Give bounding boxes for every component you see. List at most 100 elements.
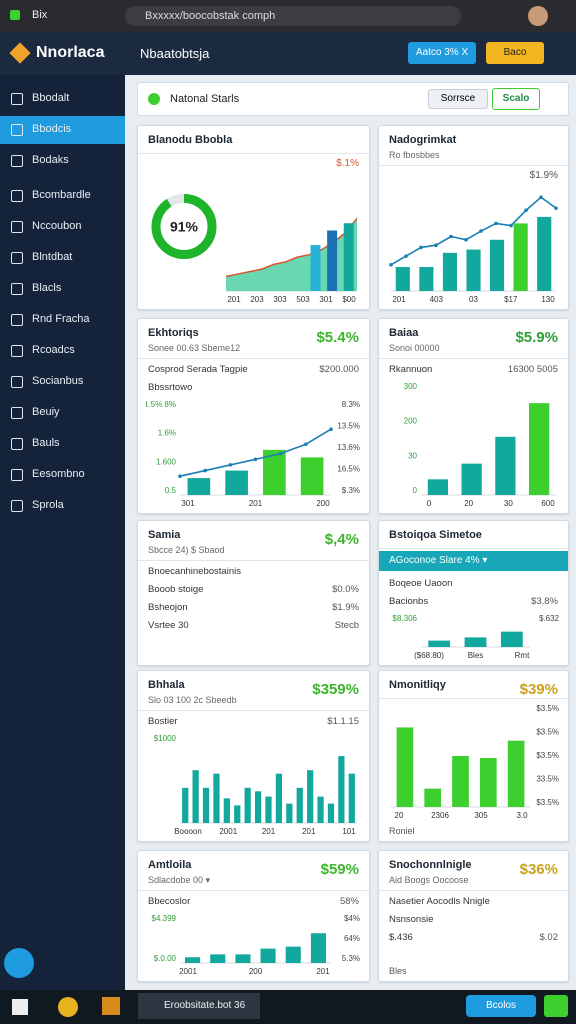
- banner[interactable]: AGoconoe Slare 4% ▾: [379, 551, 568, 571]
- x-label: 200: [316, 499, 330, 508]
- avatar[interactable]: [528, 6, 548, 26]
- sidebar-icon: [11, 93, 23, 105]
- address-bar[interactable]: Bxxxxx/boocobstak comph: [125, 6, 461, 26]
- line: [390, 196, 557, 266]
- bar: [192, 770, 199, 823]
- bar: [182, 787, 189, 823]
- sidebar-icon: [11, 345, 23, 357]
- x-label: 101: [342, 827, 356, 836]
- taskbar-button[interactable]: Bcolos: [466, 995, 536, 1017]
- start-icon[interactable]: [12, 999, 28, 1015]
- card-footer[interactable]: Bles: [389, 966, 407, 976]
- line-point: [464, 237, 468, 242]
- primary-button[interactable]: Aatco 3% X: [408, 42, 476, 64]
- sidebar-item[interactable]: Bodaks: [0, 147, 125, 175]
- sidebar-item[interactable]: Bbodcis: [0, 116, 125, 144]
- app-header: Nnorlaca Nbaatobtsja Aatco 3% X Baco: [0, 32, 576, 75]
- secondary-button[interactable]: Baco: [486, 42, 544, 64]
- sidebar-item[interactable]: Bbodalt: [0, 85, 125, 113]
- files-icon[interactable]: [102, 997, 120, 1015]
- bar: [286, 803, 293, 823]
- sidebar-label: Bodaks: [32, 154, 69, 166]
- bar: [529, 403, 550, 495]
- sidebar-icon: [11, 376, 23, 388]
- mini-chart: $3.5% $3.5% $3.5% 33.5% $3.5% 20 2306 305 3.0: [391, 704, 559, 820]
- bar: [442, 252, 457, 291]
- divider: [138, 710, 369, 711]
- x-label: 20: [464, 499, 473, 508]
- x-label: 2001: [219, 827, 237, 836]
- help-button[interactable]: [4, 948, 34, 978]
- bar: [210, 954, 226, 963]
- sidebar-item[interactable]: Nccoubon: [0, 213, 125, 241]
- x-label: 200: [249, 967, 263, 976]
- browser-bar: Bix Bxxxxx/boocobstak comph: [0, 0, 576, 32]
- row-label: Nsnsonsie: [389, 914, 434, 925]
- tray-icon[interactable]: [544, 995, 568, 1017]
- r-label: 64%: [344, 934, 360, 943]
- row-value: 16300 5005: [507, 364, 558, 375]
- card-subtitle: Sbcce 24) $ Sbaod: [148, 545, 225, 555]
- sidebar-item[interactable]: Bcombardle: [0, 182, 125, 210]
- sidebar-item[interactable]: Blacls: [0, 275, 125, 303]
- sidebar-item[interactable]: Blntdbat: [0, 244, 125, 272]
- card-title[interactable]: Snochonnlnigle: [389, 859, 472, 871]
- x-label: 30: [504, 499, 513, 508]
- bar: [327, 803, 335, 823]
- x-label: Bles: [468, 651, 484, 660]
- filter-button[interactable]: Sorrsce: [428, 89, 488, 109]
- taskbar-app[interactable]: Eroobsitate.bot 36: [138, 993, 260, 1019]
- row-value: Stecb: [334, 620, 359, 631]
- card-title[interactable]: Blanodu Bbobla: [148, 134, 233, 146]
- r-label: $.632: [539, 614, 560, 623]
- r-label: $4%: [344, 914, 360, 923]
- row-label: Bacionbs: [389, 596, 429, 607]
- line-point: [524, 208, 528, 213]
- card-subtitle: Aid Boogs Oocoose: [389, 875, 469, 885]
- line-point: [228, 463, 233, 467]
- x-label: 201: [302, 827, 316, 836]
- logo[interactable]: Nnorlaca: [36, 44, 105, 61]
- r-label: 5.3%: [342, 954, 360, 963]
- sidebar-item[interactable]: Beuiy: [0, 399, 125, 427]
- card: Amtloila Sdlacdobe 00 ▾ $59% Bbecoslor 58% $4…: [137, 850, 370, 982]
- sidebar-icon: [11, 438, 23, 450]
- bar: [495, 436, 516, 495]
- bar: [343, 223, 354, 291]
- card-value: $,4%: [324, 531, 359, 548]
- sidebar-label: Blntdbat: [32, 251, 73, 263]
- browser-icon[interactable]: [58, 997, 78, 1017]
- card-title[interactable]: Nmonitliqy: [389, 679, 446, 691]
- sidebar-label: Blacls: [32, 282, 62, 294]
- sidebar-icon: [11, 252, 23, 264]
- sidebar-item[interactable]: Rcoadcs: [0, 337, 125, 365]
- r-label: $3.5%: [536, 751, 559, 760]
- x-label: 301: [181, 499, 195, 508]
- card-title[interactable]: Bstoiqoa Simetoe: [389, 529, 482, 541]
- sidebar-item[interactable]: Bauls: [0, 430, 125, 458]
- sidebar-item[interactable]: Sprola: [0, 492, 125, 520]
- card-value: $36%: [519, 861, 558, 878]
- bar: [466, 249, 481, 291]
- card-title[interactable]: Ekhtoriqs: [148, 327, 199, 339]
- divider: [379, 548, 568, 549]
- card-title[interactable]: Nadogrimkat: [389, 134, 457, 146]
- sidebar-label: Sprola: [32, 499, 64, 511]
- sidebar-item[interactable]: Eesombno: [0, 461, 125, 489]
- card-title[interactable]: Amtloila: [148, 859, 192, 871]
- filter-label[interactable]: Natonal Starls: [170, 93, 240, 105]
- y-label: 1.5% 8%: [146, 400, 176, 409]
- card-title[interactable]: Bhhala: [148, 679, 185, 691]
- line-point: [554, 206, 558, 210]
- bar: [338, 756, 345, 823]
- sidebar-item[interactable]: Rnd Fracha: [0, 306, 125, 334]
- tab-title[interactable]: Bix: [32, 9, 48, 21]
- row-label: Rkannuon: [389, 364, 433, 375]
- bar: [296, 787, 303, 823]
- card-title[interactable]: Samia: [148, 529, 181, 541]
- card-footer[interactable]: Roniel: [389, 826, 415, 836]
- card-title[interactable]: Baiaa: [389, 327, 419, 339]
- filter-active[interactable]: Scalo: [492, 88, 540, 110]
- sidebar-item[interactable]: Socianbus: [0, 368, 125, 396]
- header-title[interactable]: Nbaatobtsja: [140, 46, 210, 61]
